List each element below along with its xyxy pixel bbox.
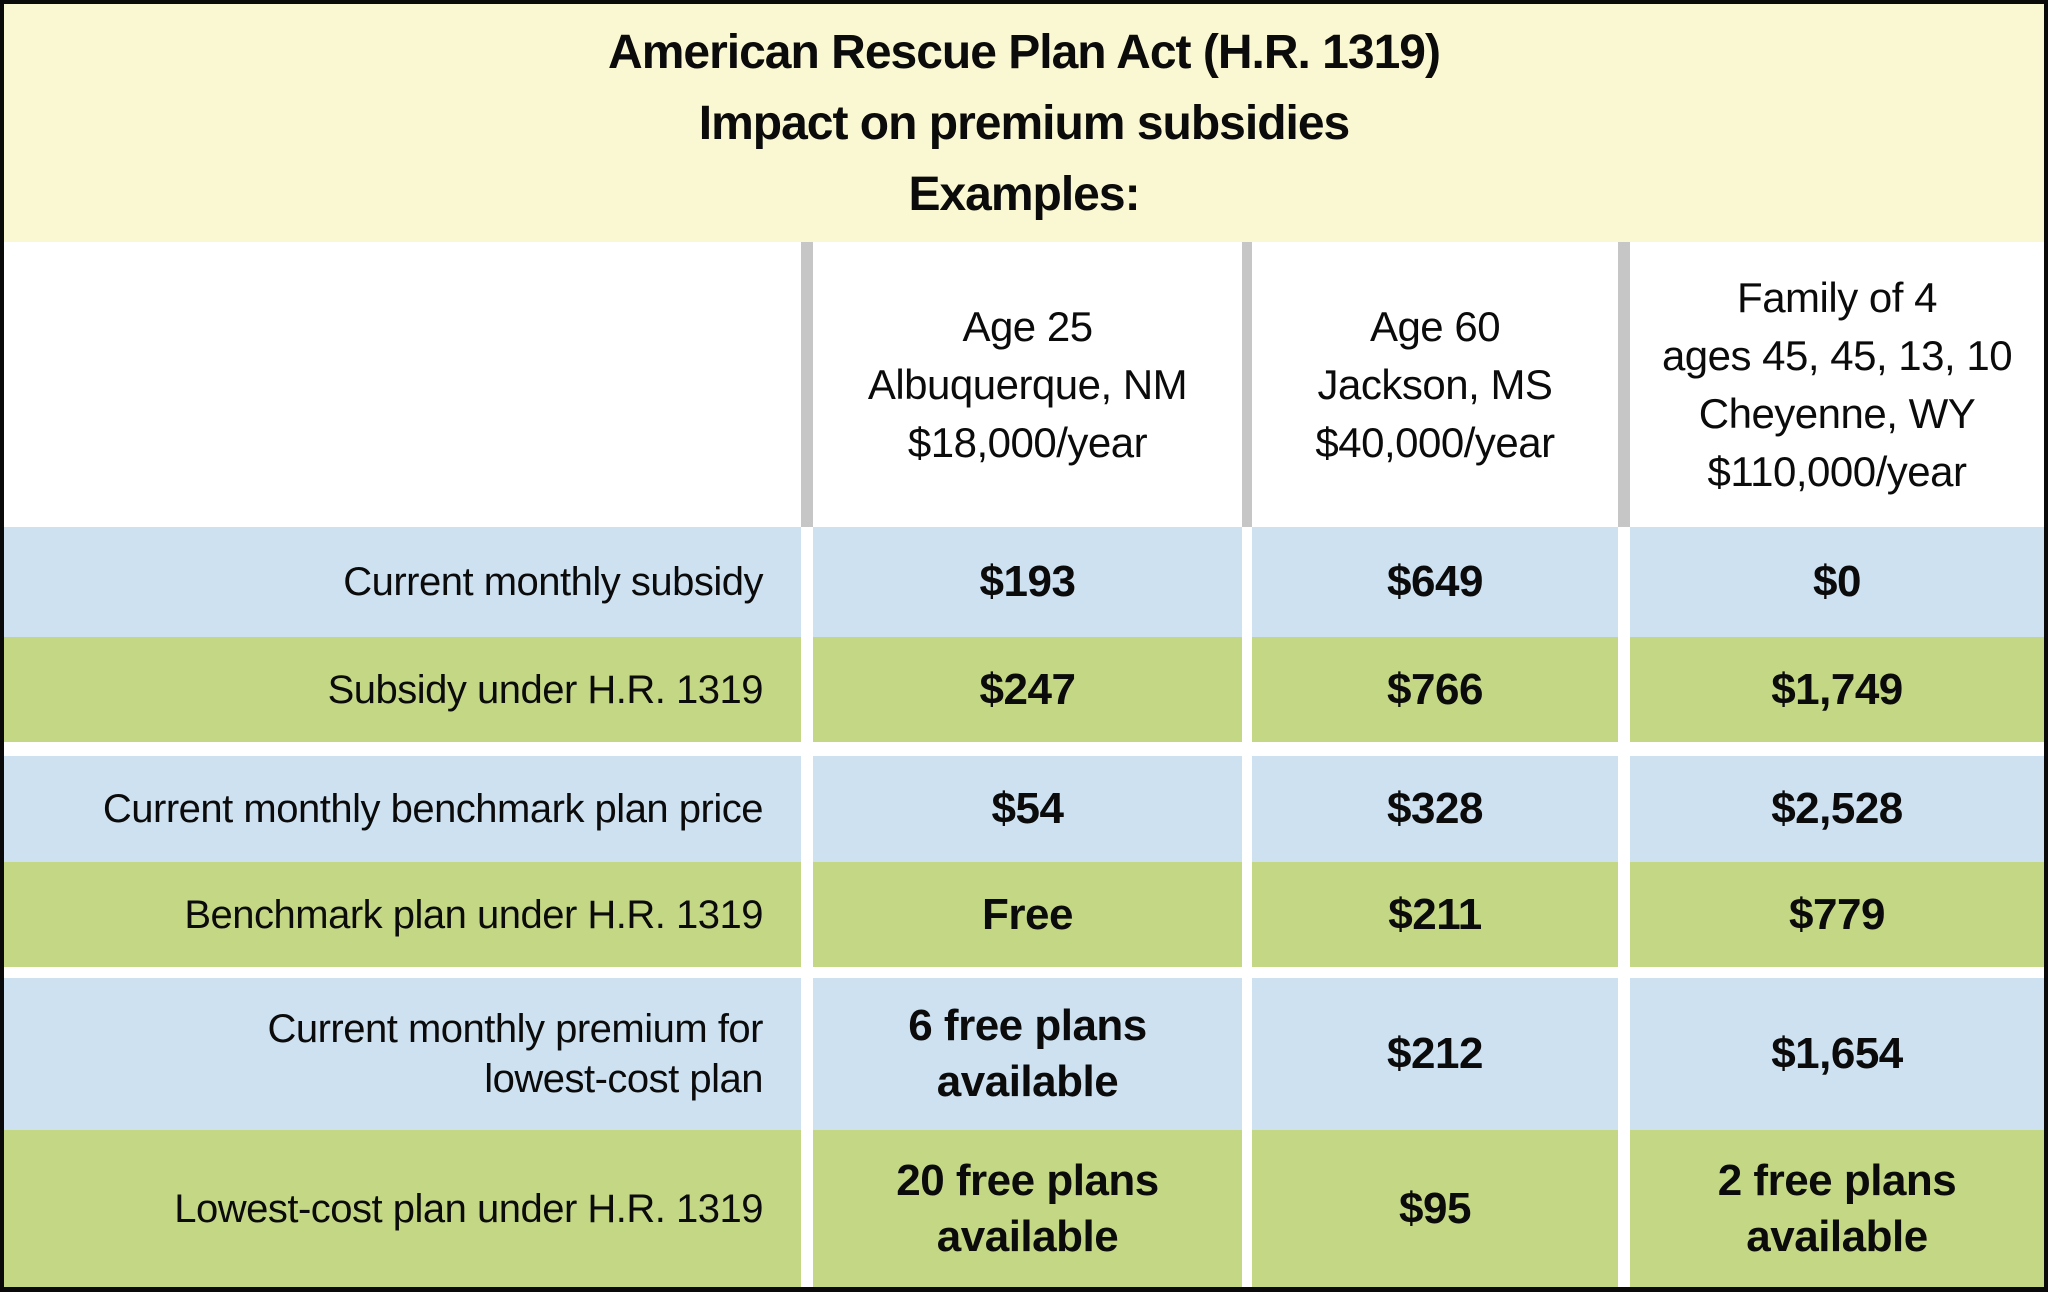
table-row-current-benchmark: Current monthly benchmark plan price $54… xyxy=(4,756,2044,862)
value-cell: $193 xyxy=(813,527,1242,637)
column-divider xyxy=(1618,527,1630,637)
column-header-family: Family of 4 ages 45, 45, 13, 10 Cheyenne… xyxy=(1630,242,2044,527)
column-divider xyxy=(1242,527,1252,637)
column-divider xyxy=(1618,242,1630,527)
column-divider xyxy=(1242,242,1252,527)
value-cell: $649 xyxy=(1252,527,1618,637)
row-label: Current monthly premium for lowest-cost … xyxy=(4,978,801,1130)
value-cell: 6 free plans available xyxy=(813,978,1242,1130)
value-cell: $2,528 xyxy=(1630,756,2044,862)
value-cell: $211 xyxy=(1252,862,1618,967)
column-divider xyxy=(801,527,813,637)
column-divider xyxy=(1618,637,1630,742)
value-cell: $95 xyxy=(1252,1130,1618,1287)
column-divider xyxy=(1618,1130,1630,1287)
header-line: Family of 4 xyxy=(1737,273,1937,321)
column-divider xyxy=(801,242,813,527)
row-label: Current monthly benchmark plan price xyxy=(4,756,801,862)
table-row-benchmark-hr1319: Benchmark plan under H.R. 1319 Free $211… xyxy=(4,862,2044,967)
row-group-divider xyxy=(4,967,2044,978)
column-divider xyxy=(801,756,813,862)
header-line: Age 60 xyxy=(1369,302,1501,350)
column-divider xyxy=(801,862,813,967)
column-divider xyxy=(1242,862,1252,967)
column-divider xyxy=(1242,1130,1252,1287)
value-cell: $328 xyxy=(1252,756,1618,862)
value-cell: 2 free plans available xyxy=(1630,1130,2044,1287)
value-cell: $779 xyxy=(1630,862,2044,967)
row-label: Benchmark plan under H.R. 1319 xyxy=(4,862,801,967)
header-line: $40,000/year xyxy=(1315,418,1555,466)
value-cell: $1,654 xyxy=(1630,978,2044,1130)
subsidy-table: American Rescue Plan Act (H.R. 1319) Imp… xyxy=(4,4,2044,1287)
row-label: Current monthly subsidy xyxy=(4,527,801,637)
value-cell: $212 xyxy=(1252,978,1618,1130)
column-divider xyxy=(1242,756,1252,862)
header-line: $110,000/year xyxy=(1707,447,1967,495)
column-divider xyxy=(1618,978,1630,1130)
column-divider xyxy=(801,978,813,1130)
column-divider xyxy=(1242,637,1252,742)
value-cell: Free xyxy=(813,862,1242,967)
value-cell: $54 xyxy=(813,756,1242,862)
header-line: Jackson, MS xyxy=(1317,360,1553,408)
table-row-current-lowest-cost: Current monthly premium for lowest-cost … xyxy=(4,978,2044,1130)
row-label: Lowest-cost plan under H.R. 1319 xyxy=(4,1130,801,1287)
value-cell: 20 free plans available xyxy=(813,1130,1242,1287)
column-header-age25: Age 25 Albuquerque, NM $18,000/year xyxy=(813,242,1242,527)
value-cell: $247 xyxy=(813,637,1242,742)
header-line: Cheyenne, WY xyxy=(1698,389,1976,437)
table-row-lowest-cost-hr1319: Lowest-cost plan under H.R. 1319 20 free… xyxy=(4,1130,2044,1287)
column-divider xyxy=(1242,978,1252,1130)
value-cell: $1,749 xyxy=(1630,637,2044,742)
column-divider xyxy=(801,1130,813,1287)
column-divider xyxy=(1618,756,1630,862)
table-title-line: American Rescue Plan Act (H.R. 1319) xyxy=(608,25,1441,79)
table-title-line: Examples: xyxy=(908,167,1140,221)
table-title-line: Impact on premium subsidies xyxy=(698,96,1350,150)
table-row-current-subsidy: Current monthly subsidy $193 $649 $0 xyxy=(4,527,2044,637)
row-label: Subsidy under H.R. 1319 xyxy=(4,637,801,742)
value-cell: $766 xyxy=(1252,637,1618,742)
row-group-divider xyxy=(4,742,2044,756)
header-line: Age 25 xyxy=(962,302,1093,350)
header-row: Age 25 Albuquerque, NM $18,000/year Age … xyxy=(4,242,2044,527)
header-empty-cell xyxy=(4,242,801,527)
header-line: Albuquerque, NM xyxy=(867,360,1188,408)
table-row-subsidy-hr1319: Subsidy under H.R. 1319 $247 $766 $1,749 xyxy=(4,637,2044,742)
title-band: American Rescue Plan Act (H.R. 1319) Imp… xyxy=(4,4,2044,242)
value-cell: $0 xyxy=(1630,527,2044,637)
column-divider xyxy=(801,637,813,742)
header-line: ages 45, 45, 13, 10 xyxy=(1661,331,2013,379)
column-header-age60: Age 60 Jackson, MS $40,000/year xyxy=(1252,242,1618,527)
header-line: $18,000/year xyxy=(907,418,1148,466)
column-divider xyxy=(1618,862,1630,967)
